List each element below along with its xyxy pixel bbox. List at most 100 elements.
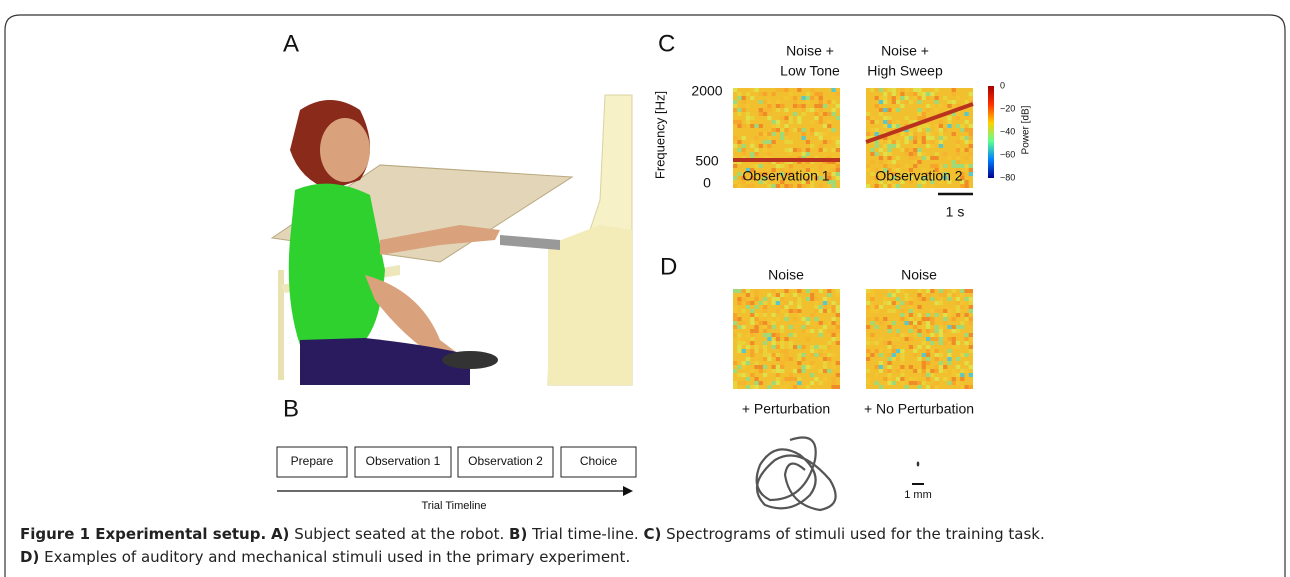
noise-cell <box>874 309 879 313</box>
noise-cell <box>964 289 969 293</box>
noise-cell <box>955 305 961 309</box>
noise-cell <box>780 341 785 345</box>
noise-cell <box>835 293 840 297</box>
noise-cell <box>934 317 939 321</box>
noise-cell <box>874 381 879 385</box>
noise-cell <box>733 305 738 309</box>
noise-cell <box>762 132 768 136</box>
noise-cell <box>750 301 755 305</box>
noise-cell <box>908 108 914 112</box>
noise-cell <box>762 180 768 184</box>
noise-cell <box>805 289 811 293</box>
noise-cell <box>771 353 776 357</box>
noise-cell <box>866 136 871 140</box>
noise-cell <box>758 112 763 116</box>
noise-cell <box>955 152 961 156</box>
noise-cell <box>960 124 965 128</box>
noise-cell <box>900 361 905 365</box>
noise-cell <box>921 341 926 345</box>
noise-cell <box>866 132 871 136</box>
noise-cell <box>925 160 931 164</box>
noise-cell <box>810 180 815 184</box>
noise-cell <box>784 385 789 389</box>
noise-cell <box>801 164 806 168</box>
noise-cell <box>921 124 926 128</box>
noise-cell <box>934 100 939 104</box>
noise-cell <box>955 104 961 108</box>
noise-cell <box>775 365 781 369</box>
noise-cell <box>775 120 781 124</box>
noise-cell <box>913 313 918 317</box>
noise-cell <box>908 301 914 305</box>
noise-cell <box>818 164 823 168</box>
noise-cell <box>964 164 969 168</box>
noise-cell <box>934 96 939 100</box>
noise-cell <box>750 337 755 341</box>
noise-cell <box>733 361 738 365</box>
noise-cell <box>750 309 755 313</box>
noise-cell <box>792 317 798 321</box>
noise-cell <box>917 152 922 156</box>
noise-cell <box>767 152 772 156</box>
noise-cell <box>934 369 939 373</box>
noise-cell <box>938 337 944 341</box>
noise-cell <box>818 144 823 148</box>
noise-cell <box>960 321 965 325</box>
noise-cell <box>883 164 888 168</box>
noise-cell <box>960 164 965 168</box>
noise-cell <box>784 120 789 124</box>
noise-cell <box>930 385 935 389</box>
noise-cell <box>908 136 914 140</box>
noise-cell <box>814 309 819 313</box>
noise-cell <box>827 180 832 184</box>
noise-cell <box>745 301 751 305</box>
panel-label: C <box>658 30 675 57</box>
noise-cell <box>874 104 879 108</box>
noise-cell <box>960 152 965 156</box>
noise-cell <box>925 289 931 293</box>
noise-cell <box>968 289 973 293</box>
noise-cell <box>917 180 922 184</box>
noise-cell <box>900 365 905 369</box>
noise-cell <box>827 373 832 377</box>
noise-cell <box>805 365 811 369</box>
noise-cell <box>818 92 823 96</box>
noise-cell <box>737 341 742 345</box>
noise-cell <box>771 289 776 293</box>
noise-cell <box>960 293 965 297</box>
noise-cell <box>900 92 905 96</box>
noise-cell <box>788 104 793 108</box>
spectrogram <box>866 289 973 389</box>
noise-cell <box>767 325 772 329</box>
noise-cell <box>887 309 892 313</box>
noise-cell <box>955 341 961 345</box>
step-label: Observation 2 <box>468 454 543 468</box>
noise-cell <box>908 337 914 341</box>
noise-cell <box>801 353 806 357</box>
noise-cell <box>814 345 819 349</box>
noise-cell <box>758 301 763 305</box>
noise-cell <box>925 172 931 176</box>
noise-cell <box>917 385 922 389</box>
noise-cell <box>900 381 905 385</box>
noise-cell <box>758 92 763 96</box>
noise-cell <box>733 148 738 152</box>
noise-cell <box>758 164 763 168</box>
noise-cell <box>792 309 798 313</box>
noise-cell <box>895 180 901 184</box>
noise-cell <box>733 357 738 361</box>
noise-cell <box>908 313 914 317</box>
perturbation-trace <box>755 436 837 512</box>
noise-cell <box>968 96 973 100</box>
noise-cell <box>810 108 815 112</box>
noise-cell <box>921 361 926 365</box>
caption-label: D) <box>20 548 40 566</box>
noise-cell <box>925 297 931 301</box>
noise-cell <box>934 325 939 329</box>
noise-cell <box>930 381 935 385</box>
noise-cell <box>797 176 802 180</box>
noise-cell <box>930 373 935 377</box>
noise-cell <box>917 100 922 104</box>
noise-cell <box>870 140 875 144</box>
noise-cell <box>921 92 926 96</box>
